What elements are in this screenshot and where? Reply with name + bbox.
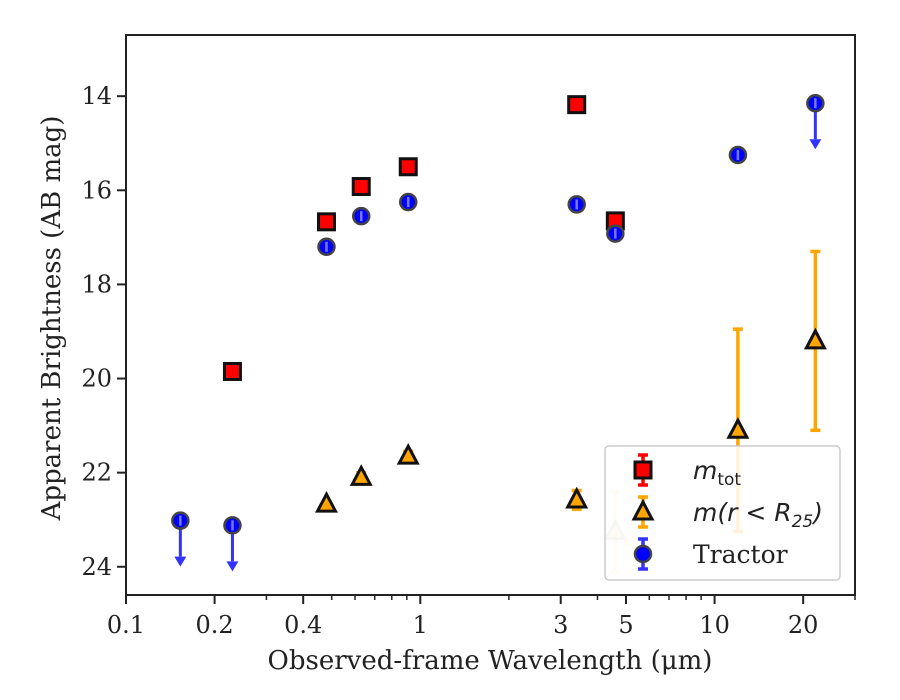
x-tick-label: 0.4 — [284, 611, 322, 639]
triangle-point — [349, 464, 373, 486]
square-point — [222, 361, 242, 381]
x-tick-label: 0.1 — [107, 611, 145, 639]
legend-circle-marker — [633, 544, 653, 564]
plot-frame — [125, 34, 856, 596]
legend-label-mr25: m(r < R25) — [693, 498, 823, 532]
legend-square-marker — [633, 460, 653, 480]
y-tick-label: 16 — [81, 176, 112, 204]
triangle-point — [726, 417, 750, 439]
square-point — [567, 95, 587, 115]
y-tick-label: 22 — [81, 459, 112, 487]
legend-box — [604, 445, 841, 581]
x-tick-label: 1 — [413, 611, 428, 639]
triangle-point — [314, 490, 338, 513]
square-point — [316, 212, 336, 232]
y-tick-label: 18 — [81, 270, 112, 298]
y-tick-label: 20 — [81, 365, 112, 393]
square-point — [398, 157, 418, 177]
triangle-point — [565, 486, 589, 509]
y-tick-label: 24 — [81, 553, 112, 581]
legend-label-tractor: Tractor — [693, 540, 788, 569]
legend-label-mtot: mtot — [693, 456, 741, 490]
x-tick-label: 0.2 — [196, 611, 234, 639]
y-tick-label: 14 — [81, 82, 112, 110]
legend-triangle-marker — [631, 498, 655, 521]
legend: mtot m(r < R25) Tractor — [604, 445, 841, 581]
triangle-point — [803, 327, 827, 350]
y-axis-label: Apparent Brightness (AB mag) — [37, 116, 67, 522]
x-tick-label: 3 — [553, 611, 568, 639]
square-point — [351, 177, 371, 197]
triangle-point — [396, 442, 420, 465]
x-tick-label: 10 — [699, 611, 730, 639]
axes: 0.1 0.2 0.4 1 3 5 10 20 14 16 18 20 22 24 — [81, 34, 856, 639]
x-axis-label: Observed-frame Wavelength (μm) — [268, 646, 713, 676]
x-tick-label: 5 — [618, 611, 633, 639]
x-tick-label: 20 — [788, 611, 819, 639]
